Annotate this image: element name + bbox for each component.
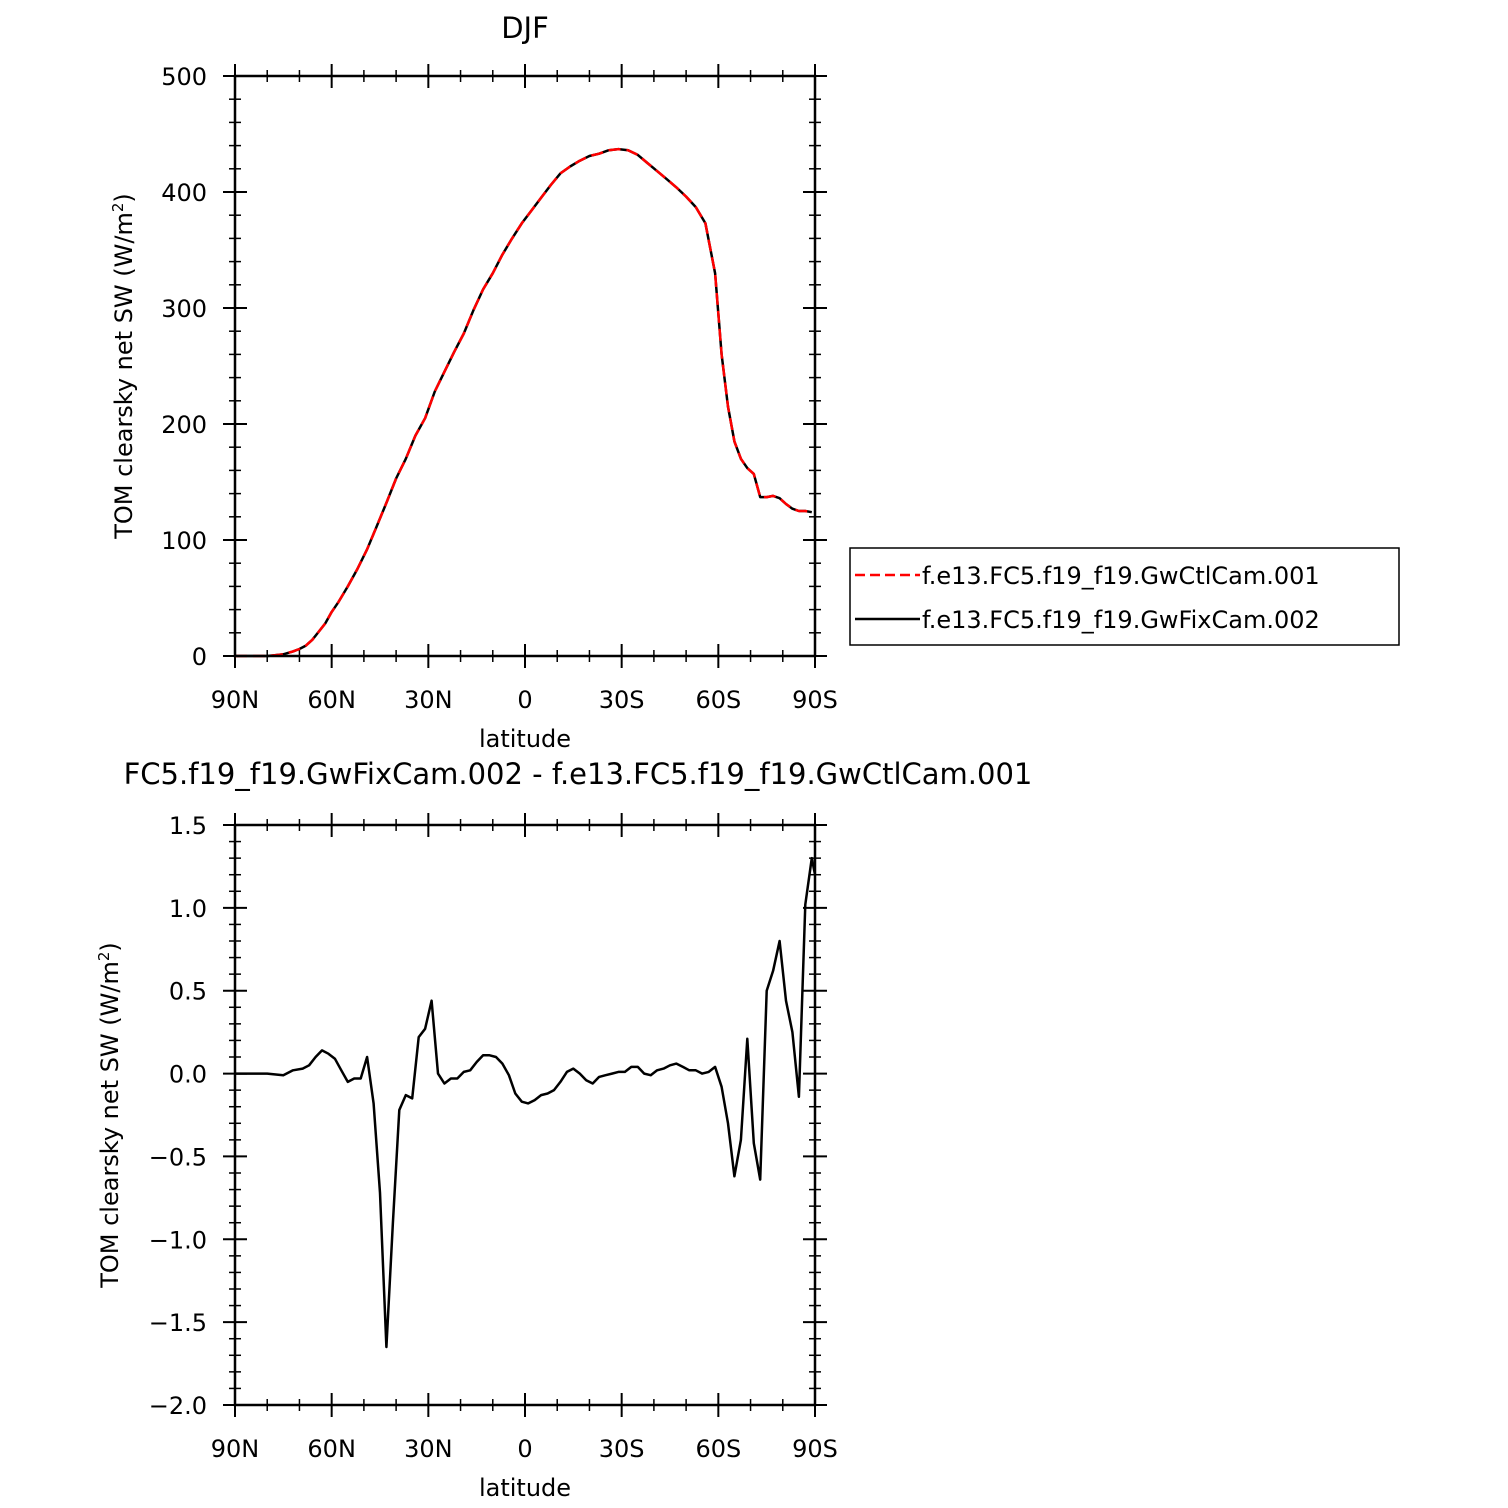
x-tick-label: 0: [517, 1435, 532, 1463]
x-tick-label: 30N: [404, 1435, 453, 1463]
x-tick-label: 0: [517, 686, 532, 714]
y-tick-label: 200: [161, 411, 207, 439]
y-tick-label: −1.0: [149, 1226, 207, 1254]
y-tick-label: 300: [161, 295, 207, 323]
y-tick-label: 0.0: [169, 1061, 207, 1089]
y-tick-label: 100: [161, 527, 207, 555]
top-panel-x-axis-title: latitude: [479, 725, 571, 753]
x-tick-label: 30S: [599, 686, 645, 714]
y-tick-label: 500: [161, 63, 207, 91]
x-tick-label: 60N: [307, 1435, 356, 1463]
top-panel-y-axis-title: TOM clearsky net SW (W/m2): [109, 193, 138, 540]
y-tick-label: 400: [161, 179, 207, 207]
difference-panel: FC5.f19_f19.GwFixCam.002 - f.e13.FC5.f19…: [95, 757, 1032, 1502]
legend: f.e13.FC5.f19_f19.GwCtlCam.001 f.e13.FC5…: [849, 547, 1400, 646]
legend-label-ctl: f.e13.FC5.f19_f19.GwCtlCam.001: [922, 562, 1320, 590]
y-tick-label: −0.5: [149, 1143, 207, 1171]
djf-clearsky-panel: DJF 90N 60N 30N 0 30S 60S 90S0100200300400500 …: [109, 11, 1400, 753]
y-tick-label: 0: [192, 643, 207, 671]
bottom-panel-y-axis-title: TOM clearsky net SW (W/m2): [95, 942, 124, 1289]
x-tick-label: 90S: [792, 686, 838, 714]
bottom-panel-plot-frame: [233, 823, 817, 1407]
x-tick-label: 30N: [404, 686, 453, 714]
x-tick-label: 90N: [211, 1435, 260, 1463]
x-tick-label: 60S: [695, 1435, 741, 1463]
top-panel-ticks: 90N 60N 30N 0 30S 60S 90S 0 100 200 300 400 500: [161, 63, 838, 714]
bottom-panel-series: [235, 856, 817, 1349]
y-tick-label: 1.5: [169, 812, 207, 840]
bottom-panel-ticks: 90N 60N 30N 0 30S 60S 90S −2.0 −1.5 −1.0 −0.5 0.0 0.…: [149, 812, 838, 1463]
y-tick-label: −1.5: [149, 1309, 207, 1337]
x-tick-label: 60N: [307, 686, 356, 714]
y-tick-label: 1.0: [169, 895, 207, 923]
x-tick-label: 30S: [599, 1435, 645, 1463]
x-tick-label: 60S: [695, 686, 741, 714]
top-panel-series: [235, 147, 813, 658]
difference-line: [235, 856, 817, 1349]
y-tick-label: 0.5: [169, 978, 207, 1006]
legend-label-fix: f.e13.FC5.f19_f19.GwFixCam.002: [922, 606, 1320, 634]
top-panel-plot-frame: [233, 74, 817, 658]
y-tick-label: −2.0: [149, 1392, 207, 1420]
legend-box: [849, 547, 1400, 646]
series-line-ctl: [235, 147, 813, 658]
bottom-panel-x-axis-title: latitude: [479, 1474, 571, 1502]
top-panel-title: DJF: [501, 11, 549, 45]
x-tick-label: 90S: [792, 1435, 838, 1463]
series-line-fix: [235, 147, 813, 658]
bottom-panel-title: FC5.f19_f19.GwFixCam.002 - f.e13.FC5.f19…: [124, 757, 1033, 791]
x-tick-label: 90N: [211, 686, 260, 714]
